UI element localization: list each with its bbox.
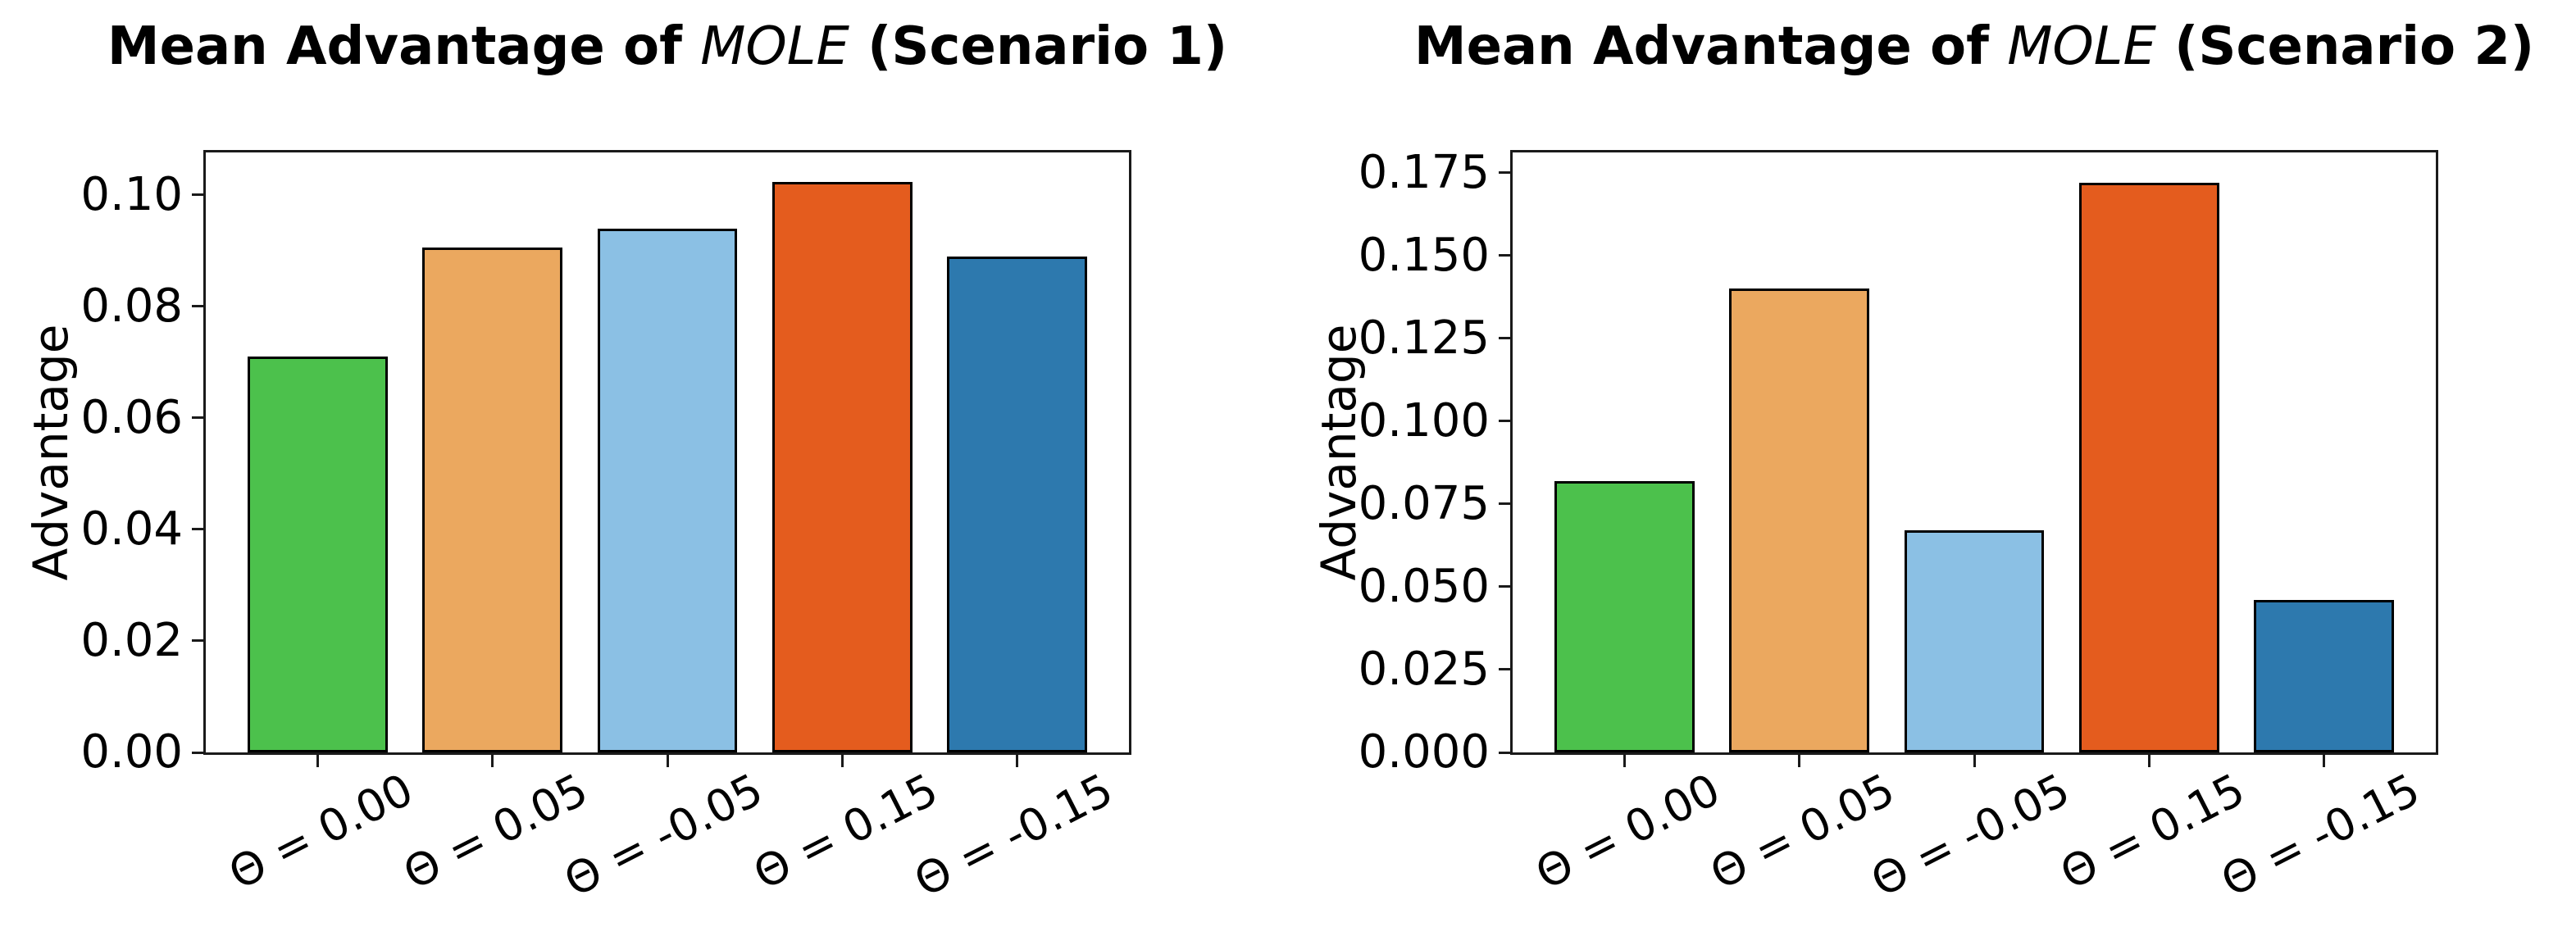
bar <box>2254 600 2394 752</box>
x-tick-mark <box>1973 755 1976 767</box>
y-tick-label: 0.000 <box>1358 725 1490 779</box>
y-tick-mark <box>192 639 203 643</box>
y-tick-mark <box>192 416 203 420</box>
chart-panel: Mean Advantage of MOLE (Scenario 1) Adva… <box>23 18 1227 907</box>
bar <box>422 248 563 752</box>
y-tick-mark <box>1499 751 1510 754</box>
x-tick-label: Θ = 0.00 <box>221 763 421 900</box>
x-tick-mark <box>1623 755 1626 767</box>
x-tick-mark <box>1798 755 1801 767</box>
bar <box>248 357 388 752</box>
y-tick-label: 0.150 <box>1358 228 1490 282</box>
chart-title-suffix: (Scenario 2) <box>2155 16 2535 77</box>
y-tick-label: 0.025 <box>1358 642 1490 696</box>
y-tick-label: 0.075 <box>1358 476 1490 530</box>
y-tick-label: 0.050 <box>1358 559 1490 613</box>
chart-title: Mean Advantage of MOLE (Scenario 1) <box>107 18 1227 75</box>
y-tick-label: 0.06 <box>80 390 183 444</box>
y-axis-label: Advantage <box>23 324 79 581</box>
bar <box>771 182 913 752</box>
chart-title-emphasis: MOLE <box>2007 16 2156 77</box>
y-tick-mark <box>1499 585 1510 588</box>
bar <box>947 256 1087 752</box>
y-tick-label: 0.125 <box>1358 311 1490 365</box>
x-tick-label: Θ = -0.15 <box>2212 763 2428 907</box>
y-tick-mark <box>192 528 203 531</box>
y-tick-mark <box>1499 337 1510 340</box>
y-tick-label: 0.04 <box>80 502 183 556</box>
y-tick-mark <box>192 193 203 197</box>
y-tick-label: 0.08 <box>80 279 183 333</box>
chart-panel: Mean Advantage of MOLE (Scenario 2) Adva… <box>1288 0 2576 936</box>
y-axis-label: Advantage <box>1311 324 1367 581</box>
x-tick-mark <box>840 755 844 767</box>
bar <box>2078 182 2219 752</box>
y-tick-label: 0.175 <box>1358 145 1490 199</box>
x-tick-label: Θ = -0.05 <box>1863 763 2078 907</box>
chart-title-prefix: Mean Advantage of <box>1413 16 2008 77</box>
y-tick-mark <box>1499 171 1510 175</box>
bar <box>1729 289 1870 752</box>
plot-area: 0.000 0.025 0.050 0.075 0.100 0.125 0.150 0.175… <box>1359 149 2438 907</box>
bar <box>1904 530 2045 752</box>
y-tick-mark <box>1499 502 1510 506</box>
chart-title: Mean Advantage of MOLE (Scenario 2) <box>1414 18 2534 75</box>
y-tick-mark <box>192 305 203 308</box>
plot-area: 0.00 0.02 0.04 0.06 0.08 0.10 Θ = 0.00 Θ = 0.05… <box>80 150 1131 907</box>
chart-title-suffix: (Scenario 1) <box>849 16 1228 77</box>
x-tick-mark <box>2147 755 2150 767</box>
bar <box>1554 480 1695 752</box>
x-tick-mark <box>1016 755 1018 767</box>
y-tick-label: 0.00 <box>80 725 183 779</box>
y-tick-mark <box>1499 420 1510 423</box>
x-tick-mark <box>316 755 319 767</box>
bar <box>597 228 738 752</box>
y-tick-mark <box>1499 668 1510 671</box>
x-tick-label: Θ = 0.00 <box>1527 763 1728 900</box>
y-tick-label: 0.02 <box>80 613 183 667</box>
x-tick-mark <box>666 755 669 767</box>
y-tick-mark <box>1499 254 1510 257</box>
y-tick-label: 0.100 <box>1358 393 1490 448</box>
chart-title-emphasis: MOLE <box>700 16 849 77</box>
x-tick-label: Θ = -0.05 <box>556 763 771 907</box>
x-tick-label: Θ = -0.15 <box>905 763 1121 907</box>
chart-title-prefix: Mean Advantage of <box>107 16 701 77</box>
y-tick-label: 0.10 <box>80 167 183 221</box>
x-tick-mark <box>491 755 494 767</box>
y-tick-mark <box>192 751 203 754</box>
x-tick-mark <box>2323 755 2325 767</box>
